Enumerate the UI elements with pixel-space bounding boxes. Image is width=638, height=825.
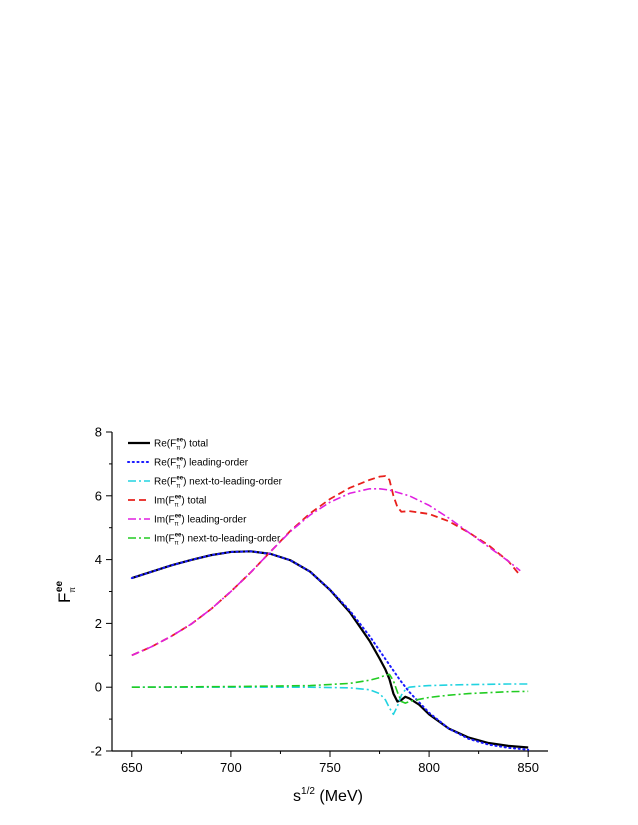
- y-tick-label: 4: [95, 552, 102, 567]
- y-tick-label: -2: [90, 744, 102, 759]
- x-tick-label: 800: [418, 760, 440, 775]
- y-axis-title: Fπee: [54, 581, 77, 603]
- series-line-4: [131, 475, 521, 657]
- legend-item-3: Re(Fπee) next-to-leading-order: [128, 476, 283, 490]
- legend-item-2: Re(Fπee) leading-order: [127, 457, 249, 471]
- x-tick-label: 650: [121, 760, 143, 775]
- y-tick-label: 8: [95, 425, 102, 440]
- legend-label: Im(Fπee) leading-order: [154, 514, 247, 528]
- series-line-2: [130, 550, 530, 751]
- y-tick-label: 6: [95, 488, 102, 503]
- y-tick-label: 0: [95, 680, 102, 695]
- legend-label: Re(Fπee) leading-order: [154, 457, 249, 471]
- legend-item-5: Im(Fπee) leading-order: [128, 514, 247, 528]
- legend-label: Im(Fπee) next-to-leading-order: [154, 533, 281, 547]
- series-layer: [130, 475, 530, 751]
- series-line-1: [131, 550, 529, 749]
- legend-item-6: Im(Fπee) next-to-leading-order: [128, 533, 281, 547]
- legend-label: Im(Fπee) total: [154, 495, 206, 509]
- axes: 650 700 750 800 850 -2 0 2 4 6 8: [90, 425, 548, 775]
- y-tick-label: 2: [95, 616, 102, 631]
- series-line-3: [131, 683, 529, 716]
- legend-label: Re(Fπee) next-to-leading-order: [154, 476, 283, 490]
- x-axis-title: s1/2 (MeV): [293, 786, 363, 805]
- series-line-6: [131, 673, 529, 704]
- legend-item-1: Re(Fπee) total: [128, 438, 208, 452]
- legend-label: Re(Fπee) total: [154, 438, 208, 452]
- x-tick-label: 750: [319, 760, 341, 775]
- x-tick-label: 850: [517, 760, 539, 775]
- x-tick-label: 700: [220, 760, 242, 775]
- legend-item-4: Im(Fπee) total: [128, 495, 206, 509]
- series-line-5: [131, 487, 521, 657]
- legend: Re(Fπee) total Re(Fπee) leading-order Re(F…: [127, 438, 283, 547]
